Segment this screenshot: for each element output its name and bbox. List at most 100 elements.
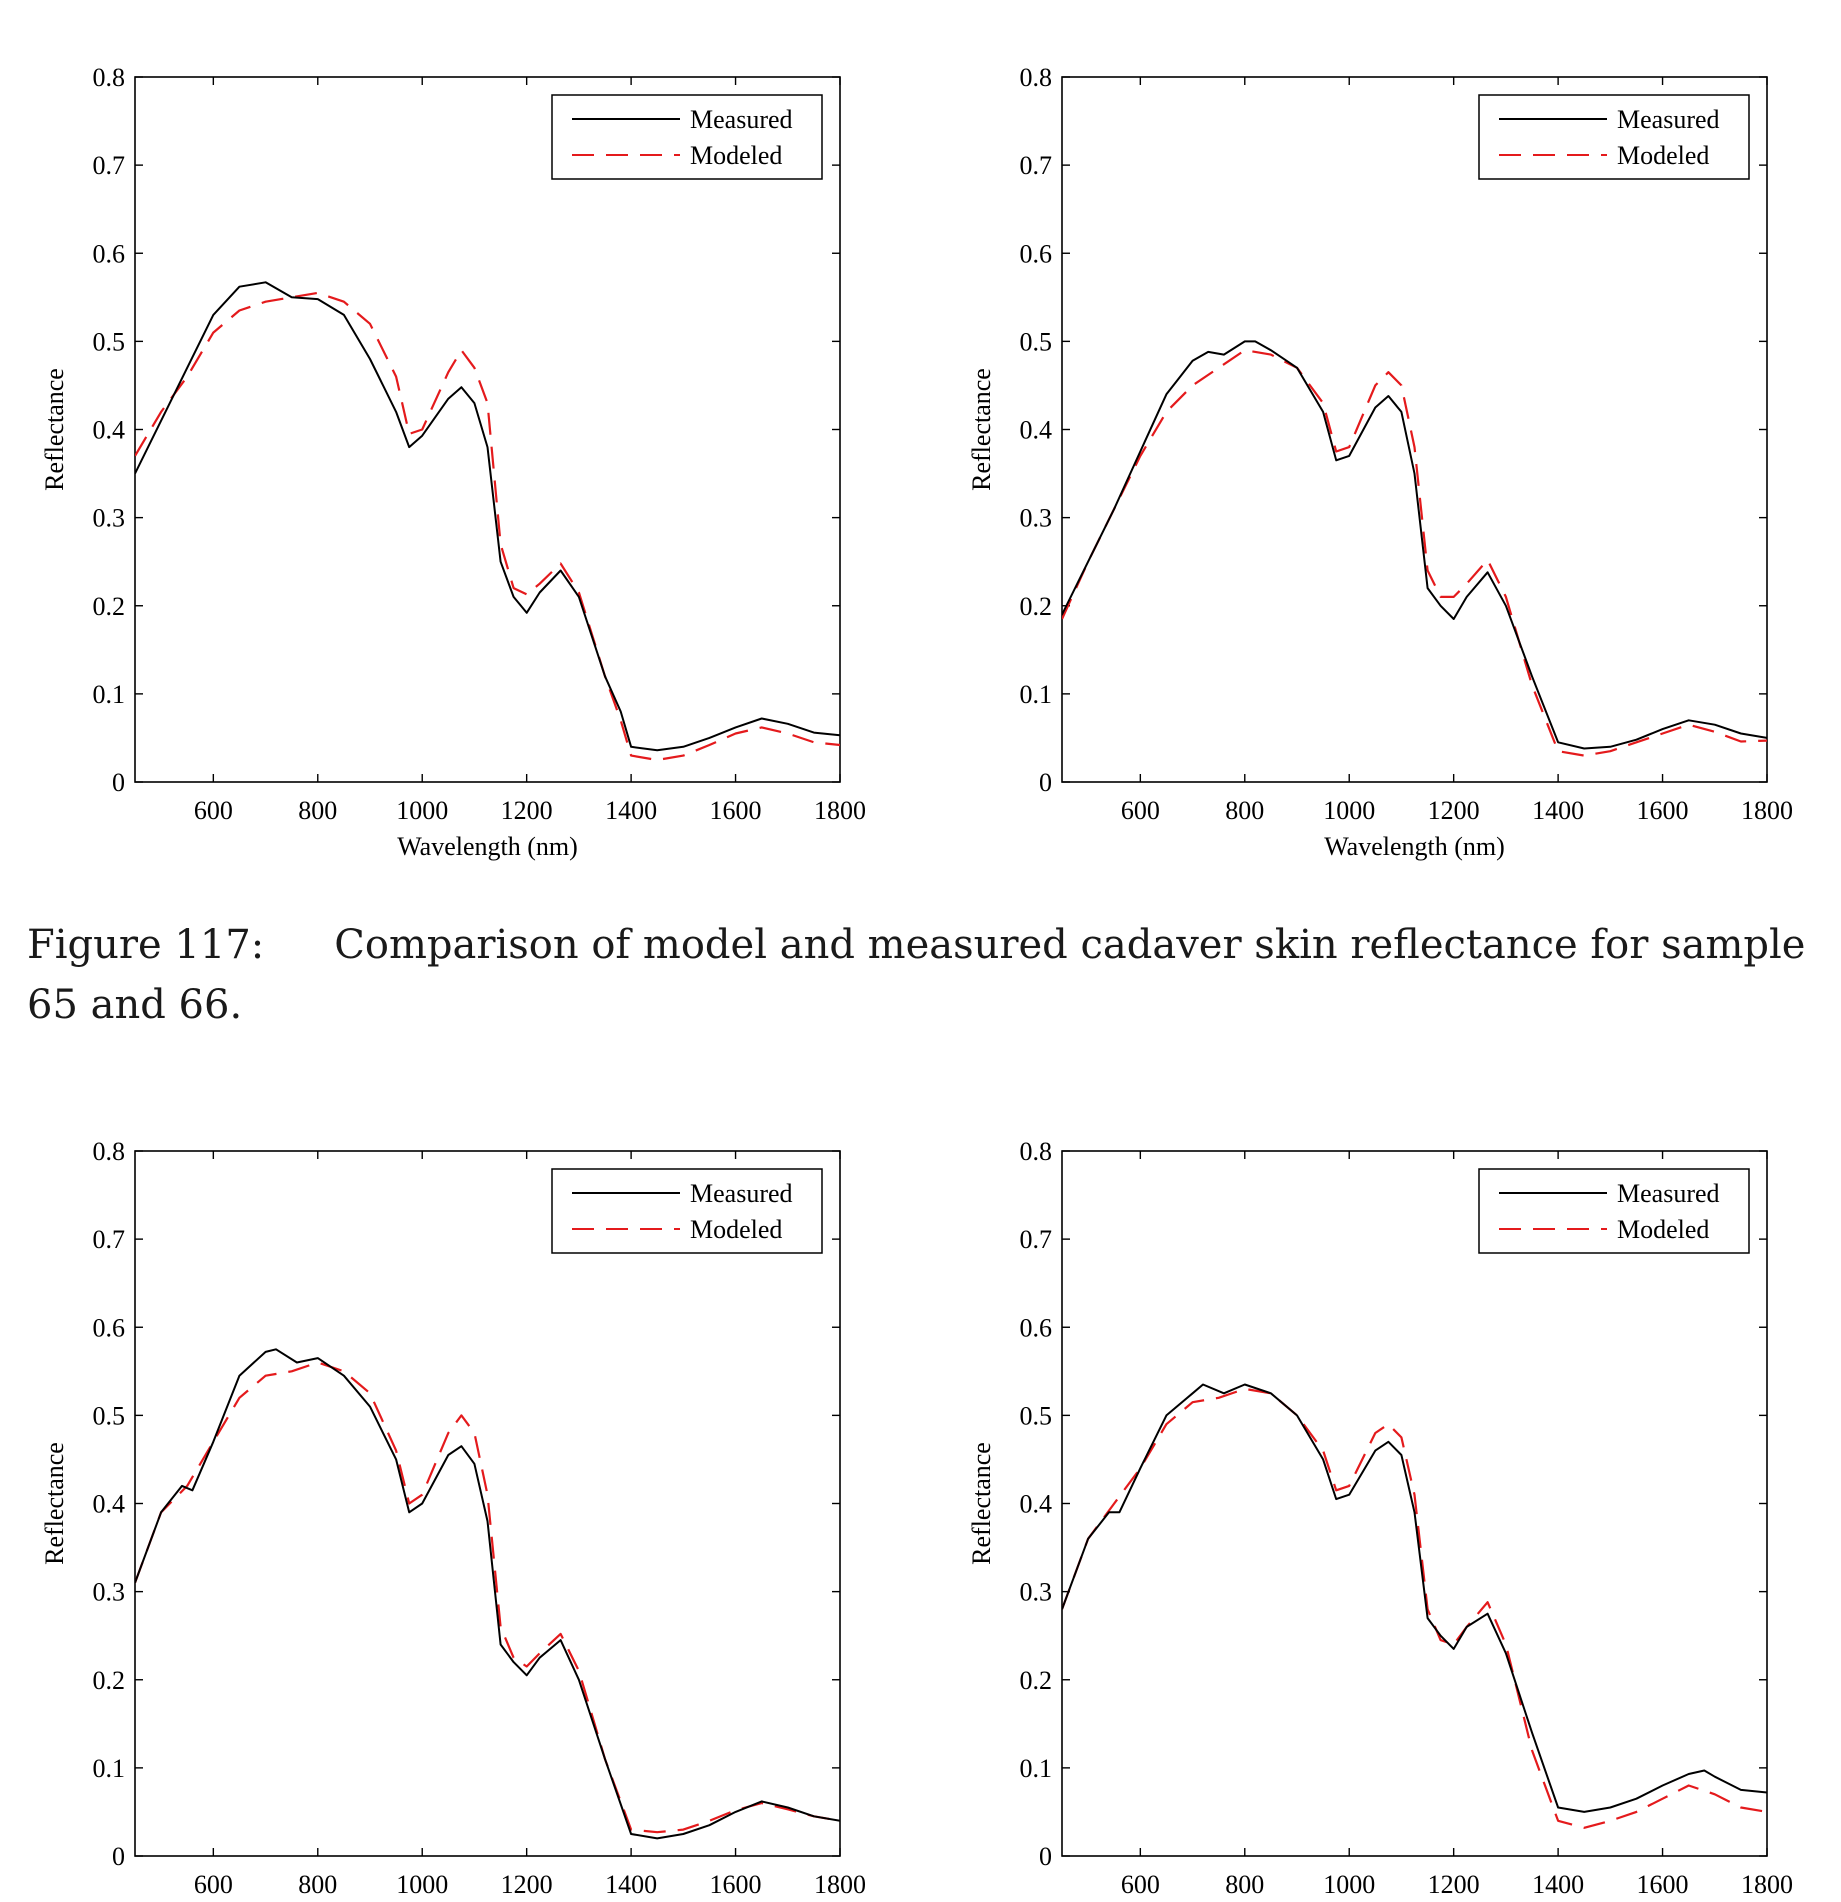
y-tick-label: 0.4 <box>1020 1490 1053 1519</box>
y-axis-label: Reflectance <box>967 1442 996 1565</box>
x-tick-label: 800 <box>298 1870 337 1899</box>
x-tick-label: 1800 <box>1741 1870 1793 1899</box>
legend-label-measured: Measured <box>690 105 793 134</box>
legend-label-modeled: Modeled <box>690 141 782 170</box>
y-tick-label: 0.1 <box>1020 1754 1053 1783</box>
chart-top-right: 0 0.1 0.2 0.3 0.4 0.5 0.6 0.7 0.8 600 800 1000 1200 1… <box>927 0 1807 880</box>
y-axis-label: Reflectance <box>40 368 69 491</box>
legend-label-measured: Measured <box>690 1179 793 1208</box>
y-tick-label: 0 <box>112 1842 125 1871</box>
x-tick-label: 1000 <box>396 1870 448 1899</box>
y-tick-label: 0 <box>1039 1842 1052 1871</box>
x-tick-label: 600 <box>1121 796 1160 825</box>
chart-top-left: 0 0.1 0.2 0.3 0.4 0.5 0.6 0.7 0.8 600 800 1000 1200 1… <box>0 0 880 880</box>
x-tick-label: 1600 <box>710 1870 762 1899</box>
y-tick-label: 0.4 <box>93 1490 126 1519</box>
x-tick-label: 1800 <box>814 796 866 825</box>
y-tick-label: 0 <box>1039 768 1052 797</box>
y-tick-label: 0.7 <box>1020 1225 1053 1254</box>
x-tick-label: 800 <box>1225 1870 1264 1899</box>
y-tick-label: 0.4 <box>93 416 126 445</box>
legend-label-modeled: Modeled <box>690 1215 782 1244</box>
x-tick-label: 1400 <box>1532 1870 1584 1899</box>
x-tick-label: 1200 <box>1428 796 1480 825</box>
y-tick-label: 0 <box>112 768 125 797</box>
legend-label-modeled: Modeled <box>1617 1215 1709 1244</box>
x-tick-label: 800 <box>1225 796 1264 825</box>
y-tick-label: 0.2 <box>93 592 126 621</box>
x-axis-label: Wavelength (nm) <box>397 832 578 861</box>
legend-box <box>551 1168 823 1254</box>
y-axis-label: Reflectance <box>40 1442 69 1565</box>
y-tick-label: 0.2 <box>1020 592 1053 621</box>
legend-label-measured: Measured <box>1617 105 1720 134</box>
y-tick-label: 0.8 <box>93 63 126 92</box>
legend-box <box>1478 1168 1750 1254</box>
x-tick-label: 1000 <box>1323 796 1375 825</box>
series-line-measured <box>135 281 840 752</box>
x-tick-label: 1200 <box>501 1870 553 1899</box>
figure-caption-text: Comparison of model and measured cadaver… <box>27 922 1806 1028</box>
y-tick-label: 0.3 <box>93 504 126 533</box>
y-tick-label: 0.6 <box>93 239 126 268</box>
y-tick-label: 0.3 <box>93 1578 126 1607</box>
y-tick-label: 0.3 <box>1020 1578 1053 1607</box>
y-tick-label: 0.1 <box>93 680 126 709</box>
legend-label-measured: Measured <box>1617 1179 1720 1208</box>
series-line-measured <box>1062 1383 1767 1813</box>
x-tick-label: 1600 <box>1637 1870 1689 1899</box>
y-tick-label: 0.4 <box>1020 416 1053 445</box>
y-tick-label: 0.5 <box>93 1401 126 1430</box>
y-axis-label: Reflectance <box>967 368 996 491</box>
y-tick-label: 0.5 <box>1020 327 1053 356</box>
legend-box <box>551 94 823 180</box>
legend-box <box>1478 94 1750 180</box>
x-tick-label: 600 <box>194 1870 233 1899</box>
y-tick-label: 0.2 <box>93 1666 126 1695</box>
x-tick-label: 1200 <box>1428 1870 1480 1899</box>
y-tick-label: 0.5 <box>1020 1401 1053 1430</box>
series-line-modeled <box>135 1361 840 1834</box>
series-line-modeled <box>1062 349 1767 757</box>
y-tick-label: 0.2 <box>1020 1666 1053 1695</box>
x-tick-label: 1000 <box>396 796 448 825</box>
y-tick-label: 0.7 <box>93 1225 126 1254</box>
x-axis-label: Wavelength (nm) <box>1324 832 1505 861</box>
series-line-modeled <box>1062 1387 1767 1829</box>
chart-bottom-left: 0 0.1 0.2 0.3 0.4 0.5 0.6 0.7 0.8 600 800 1000 1200 1… <box>0 1074 880 1902</box>
x-tick-label: 600 <box>194 796 233 825</box>
y-tick-label: 0.6 <box>1020 1313 1053 1342</box>
series-line-measured <box>1062 340 1767 750</box>
series-line-modeled <box>135 291 840 762</box>
chart-top-right-svg: 0 0.1 0.2 0.3 0.4 0.5 0.6 0.7 0.8 600 800 1000 1200 1… <box>967 63 1793 861</box>
plot-frame <box>134 76 841 783</box>
x-tick-label: 1800 <box>1741 796 1793 825</box>
chart-bottom-left-svg: 0 0.1 0.2 0.3 0.4 0.5 0.6 0.7 0.8 600 800 1000 1200 1… <box>40 1137 866 1899</box>
x-tick-label: 1400 <box>605 1870 657 1899</box>
y-tick-label: 0.8 <box>93 1137 126 1166</box>
y-tick-label: 0.8 <box>1020 1137 1053 1166</box>
x-tick-label: 1800 <box>814 1870 866 1899</box>
chart-top-left-svg: 0 0.1 0.2 0.3 0.4 0.5 0.6 0.7 0.8 600 800 1000 1200 1… <box>40 63 866 861</box>
x-tick-label: 1600 <box>1637 796 1689 825</box>
figure-caption-label: Figure 117: <box>27 922 265 968</box>
y-tick-label: 0.7 <box>93 151 126 180</box>
x-tick-label: 1400 <box>1532 796 1584 825</box>
figure-caption: Figure 117: Comparison of model and measu… <box>27 915 1827 1035</box>
plot-frame <box>1061 76 1768 783</box>
y-tick-label: 0.1 <box>93 1754 126 1783</box>
legend-label-modeled: Modeled <box>1617 141 1709 170</box>
x-tick-label: 800 <box>298 796 337 825</box>
y-tick-label: 0.6 <box>93 1313 126 1342</box>
chart-bottom-right-svg: 0 0.1 0.2 0.3 0.4 0.5 0.6 0.7 0.8 600 800 1000 1200 1… <box>967 1137 1793 1899</box>
y-tick-label: 0.6 <box>1020 239 1053 268</box>
y-tick-label: 0.8 <box>1020 63 1053 92</box>
y-tick-label: 0.3 <box>1020 504 1053 533</box>
y-tick-label: 0.1 <box>1020 680 1053 709</box>
x-tick-label: 1000 <box>1323 1870 1375 1899</box>
chart-bottom-right: 0 0.1 0.2 0.3 0.4 0.5 0.6 0.7 0.8 600 800 1000 1200 1… <box>927 1074 1807 1902</box>
x-tick-label: 1400 <box>605 796 657 825</box>
x-tick-label: 1600 <box>710 796 762 825</box>
y-tick-label: 0.5 <box>93 327 126 356</box>
x-tick-label: 600 <box>1121 1870 1160 1899</box>
